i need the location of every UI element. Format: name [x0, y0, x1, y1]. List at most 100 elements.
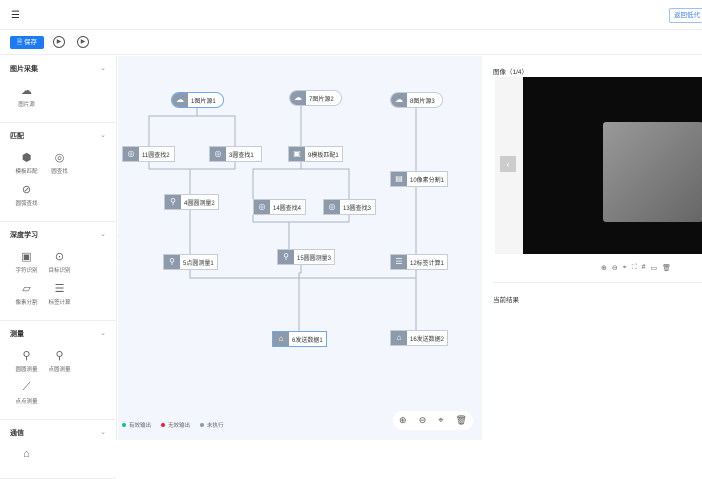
sidebar-section: 图片采集 ⌄ ☁ 图片源 — [0, 56, 116, 123]
node-label: 16发送数据2 — [410, 336, 445, 343]
flow-node[interactable]: ◎ 3圆查找1 — [209, 146, 262, 162]
chevron-down-icon[interactable]: ⌄ — [100, 132, 106, 139]
node-icon: ☁ — [290, 91, 306, 105]
tool-item[interactable]: ▱ 像素分割 — [10, 282, 43, 306]
node-icon: ◎ — [254, 200, 270, 214]
section-header[interactable]: 测量 ⌄ — [10, 329, 106, 339]
node-label: 15圆圆测量3 — [297, 255, 332, 262]
node-label: 10像素分割1 — [410, 177, 445, 184]
save-button[interactable]: 🗎 保存 — [10, 36, 44, 49]
delete-icon[interactable]: 🗑 — [455, 415, 467, 425]
tool-item[interactable]: ◎ 圆查找 — [43, 151, 76, 175]
locate-icon[interactable]: ⌖ — [622, 264, 627, 271]
section-header[interactable]: 通信 ⌄ — [10, 428, 106, 438]
sidebar-section: 深度学习 ⌄ ▣ 字符识别 ⊙ 目标识别 ▱ 像素分割 ☰ 标签计算 — [0, 222, 116, 321]
fullscreen-icon[interactable]: ⛶ — [631, 264, 637, 271]
node-icon: ☰ — [391, 255, 407, 269]
point-circle-measure-icon: ⚲ — [55, 350, 64, 362]
locate-icon[interactable]: ⌖ — [438, 415, 444, 425]
node-icon: ⚲ — [278, 250, 294, 264]
tool-item[interactable]: ▣ 字符识别 — [10, 250, 43, 274]
result-panel: 图像（1/4） ‹ ⊕ ⊖ ⌖ ⛶ # ▭ 🗑 当前结果 — [483, 56, 702, 440]
delete-icon[interactable]: 🗑 — [662, 265, 672, 272]
prev-image-button[interactable]: ‹ — [500, 156, 516, 172]
zoom-in-icon[interactable]: ⊕ — [399, 415, 407, 425]
legend: 有效输出 无效输出 未执行 — [122, 421, 224, 429]
section-header[interactable]: 匹配 ⌄ — [10, 131, 106, 141]
replay-circle-icon[interactable]: ▶ — [77, 36, 89, 48]
flow-node[interactable]: ☁ 7图片源2 — [289, 90, 342, 106]
node-icon: ◎ — [210, 147, 226, 161]
tool-label: 圆弧查找 — [15, 201, 38, 207]
flow-node[interactable]: ▣ 9模板匹配1 — [288, 146, 343, 162]
point-point-measure-icon: ⟋ — [22, 381, 31, 393]
tool-item[interactable]: ⚲ 点圆测量 — [43, 349, 76, 373]
node-icon: ☁ — [172, 93, 188, 107]
image-icon[interactable]: ▭ — [650, 265, 658, 272]
tool-item[interactable]: ☁ 图片源 — [10, 84, 43, 108]
legend-item: 无效输出 — [161, 421, 190, 429]
flow-node[interactable]: ◎ 11圆查找2 — [122, 146, 175, 162]
result-title: 当前结果 — [493, 297, 519, 304]
flow-node[interactable]: ☁ 8图片源3 — [390, 92, 443, 108]
chevron-down-icon[interactable]: ⌄ — [100, 65, 106, 72]
play-circle-icon[interactable]: ▶ — [53, 36, 65, 48]
tool-item[interactable]: ⊘ 圆弧查找 — [10, 183, 43, 207]
target-icon: ⊙ — [54, 251, 65, 263]
image-title: 图像（1/4） — [493, 69, 529, 76]
section-header[interactable]: 深度学习 ⌄ — [10, 230, 106, 240]
flow-node[interactable]: ⚲ 15圆圆测量3 — [277, 249, 336, 265]
legend-label: 有效输出 — [129, 423, 152, 429]
flow-node[interactable]: ⚲ 4圆圆测量2 — [164, 194, 219, 210]
section-title: 测量 — [10, 331, 24, 338]
label-calc-icon: ☰ — [54, 283, 65, 295]
circle-search-icon: ◎ — [54, 152, 65, 164]
flow-node[interactable]: ▤ 10像素分割1 — [390, 171, 449, 187]
circle-circle-measure-icon: ⚲ — [22, 350, 31, 362]
tool-label: 目标识别 — [48, 268, 71, 274]
flow-node[interactable]: ⌂ 16发送数据2 — [390, 330, 449, 346]
cube-icon: ⬢ — [21, 152, 32, 164]
tool-item[interactable]: ⌂ — [10, 448, 43, 464]
menu-fold-icon[interactable]: ☰ — [11, 10, 20, 21]
node-icon: ▣ — [289, 147, 305, 161]
tool-label: 字符识别 — [15, 268, 38, 274]
node-label: 14圆查找4 — [273, 205, 302, 212]
sidebar: 图片采集 ⌄ ☁ 图片源匹配 ⌄ ⬢ 模板匹配 ◎ 圆查找 ⊘ 圆弧查找深度学习 ⌄ ▣ 字符识别 ⊙ 目标识… — [0, 56, 117, 479]
tool-label: 图片源 — [18, 102, 35, 108]
cloud-image-icon: ☁ — [21, 85, 32, 97]
tool-item[interactable]: ⟋ 点点测量 — [10, 381, 43, 405]
node-icon: ☁ — [391, 93, 407, 107]
chevron-down-icon[interactable]: ⌄ — [100, 429, 106, 436]
header: ☰ 返回低代 — [0, 0, 702, 30]
node-label: 13圆查找3 — [343, 205, 372, 212]
flow-node[interactable]: ☰ 12标签计算1 — [390, 254, 449, 270]
tool-item[interactable]: ☰ 标签计算 — [43, 282, 76, 306]
flow-node[interactable]: ⌂ 6发送数据1 — [272, 331, 327, 347]
node-icon: ◎ — [324, 200, 340, 214]
section-header[interactable]: 图片采集 ⌄ — [10, 64, 106, 74]
tool-item[interactable]: ⊙ 目标识别 — [43, 250, 76, 274]
flow-node[interactable]: ◎ 13圆查找3 — [323, 199, 376, 215]
legend-label: 无效输出 — [168, 423, 191, 429]
tool-label: 圆圆测量 — [15, 367, 38, 373]
flow-canvas[interactable]: ☁ 1图片源1 ☁ 7图片源2 ☁ 8图片源3 ◎ 11圆查找2 ◎ 3圆查找1 ▣ 9模板匹配1 ▤ 1… — [118, 56, 482, 440]
flow-node[interactable]: ⚲ 5点圆测量1 — [163, 254, 218, 270]
zoom-in-icon[interactable]: ⊕ — [601, 265, 607, 272]
back-button[interactable]: 返回低代 — [669, 8, 702, 23]
flow-node[interactable]: ◎ 14圆查找4 — [253, 199, 306, 215]
zoom-out-icon[interactable]: ⊖ — [418, 415, 427, 425]
zoom-out-icon[interactable]: ⊖ — [611, 265, 618, 272]
tool-item[interactable]: ⚲ 圆圆测量 — [10, 349, 43, 373]
sidebar-section: 通信 ⌄ ⌂ — [0, 420, 116, 479]
section-title: 图片采集 — [10, 66, 38, 73]
chevron-down-icon[interactable]: ⌄ — [100, 330, 106, 337]
arc-search-icon: ⊘ — [21, 184, 32, 196]
chevron-down-icon[interactable]: ⌄ — [100, 231, 106, 238]
edges — [148, 106, 417, 331]
tool-item[interactable]: ⬢ 模板匹配 — [10, 151, 43, 175]
grid-icon[interactable]: # — [641, 264, 646, 271]
flow-node[interactable]: ☁ 1图片源1 — [171, 92, 224, 108]
node-label: 11圆查找2 — [142, 152, 170, 159]
node-label: 12标签计算1 — [410, 260, 445, 267]
